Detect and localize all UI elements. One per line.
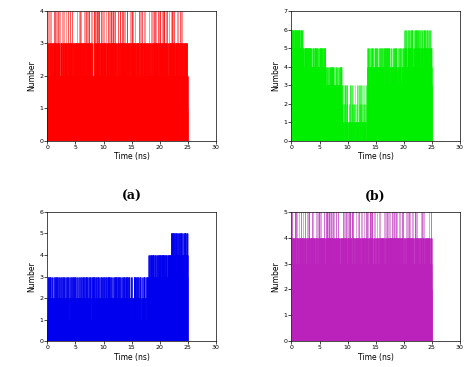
- X-axis label: Time (ns): Time (ns): [114, 353, 149, 362]
- Y-axis label: Number: Number: [272, 261, 281, 292]
- Text: (a): (a): [121, 190, 142, 203]
- Y-axis label: Number: Number: [27, 261, 36, 292]
- X-axis label: Time (ns): Time (ns): [358, 152, 393, 161]
- Text: (b): (b): [365, 190, 386, 203]
- Y-axis label: Number: Number: [27, 61, 36, 91]
- Y-axis label: Number: Number: [272, 61, 281, 91]
- X-axis label: Time (ns): Time (ns): [114, 152, 149, 161]
- X-axis label: Time (ns): Time (ns): [358, 353, 393, 362]
